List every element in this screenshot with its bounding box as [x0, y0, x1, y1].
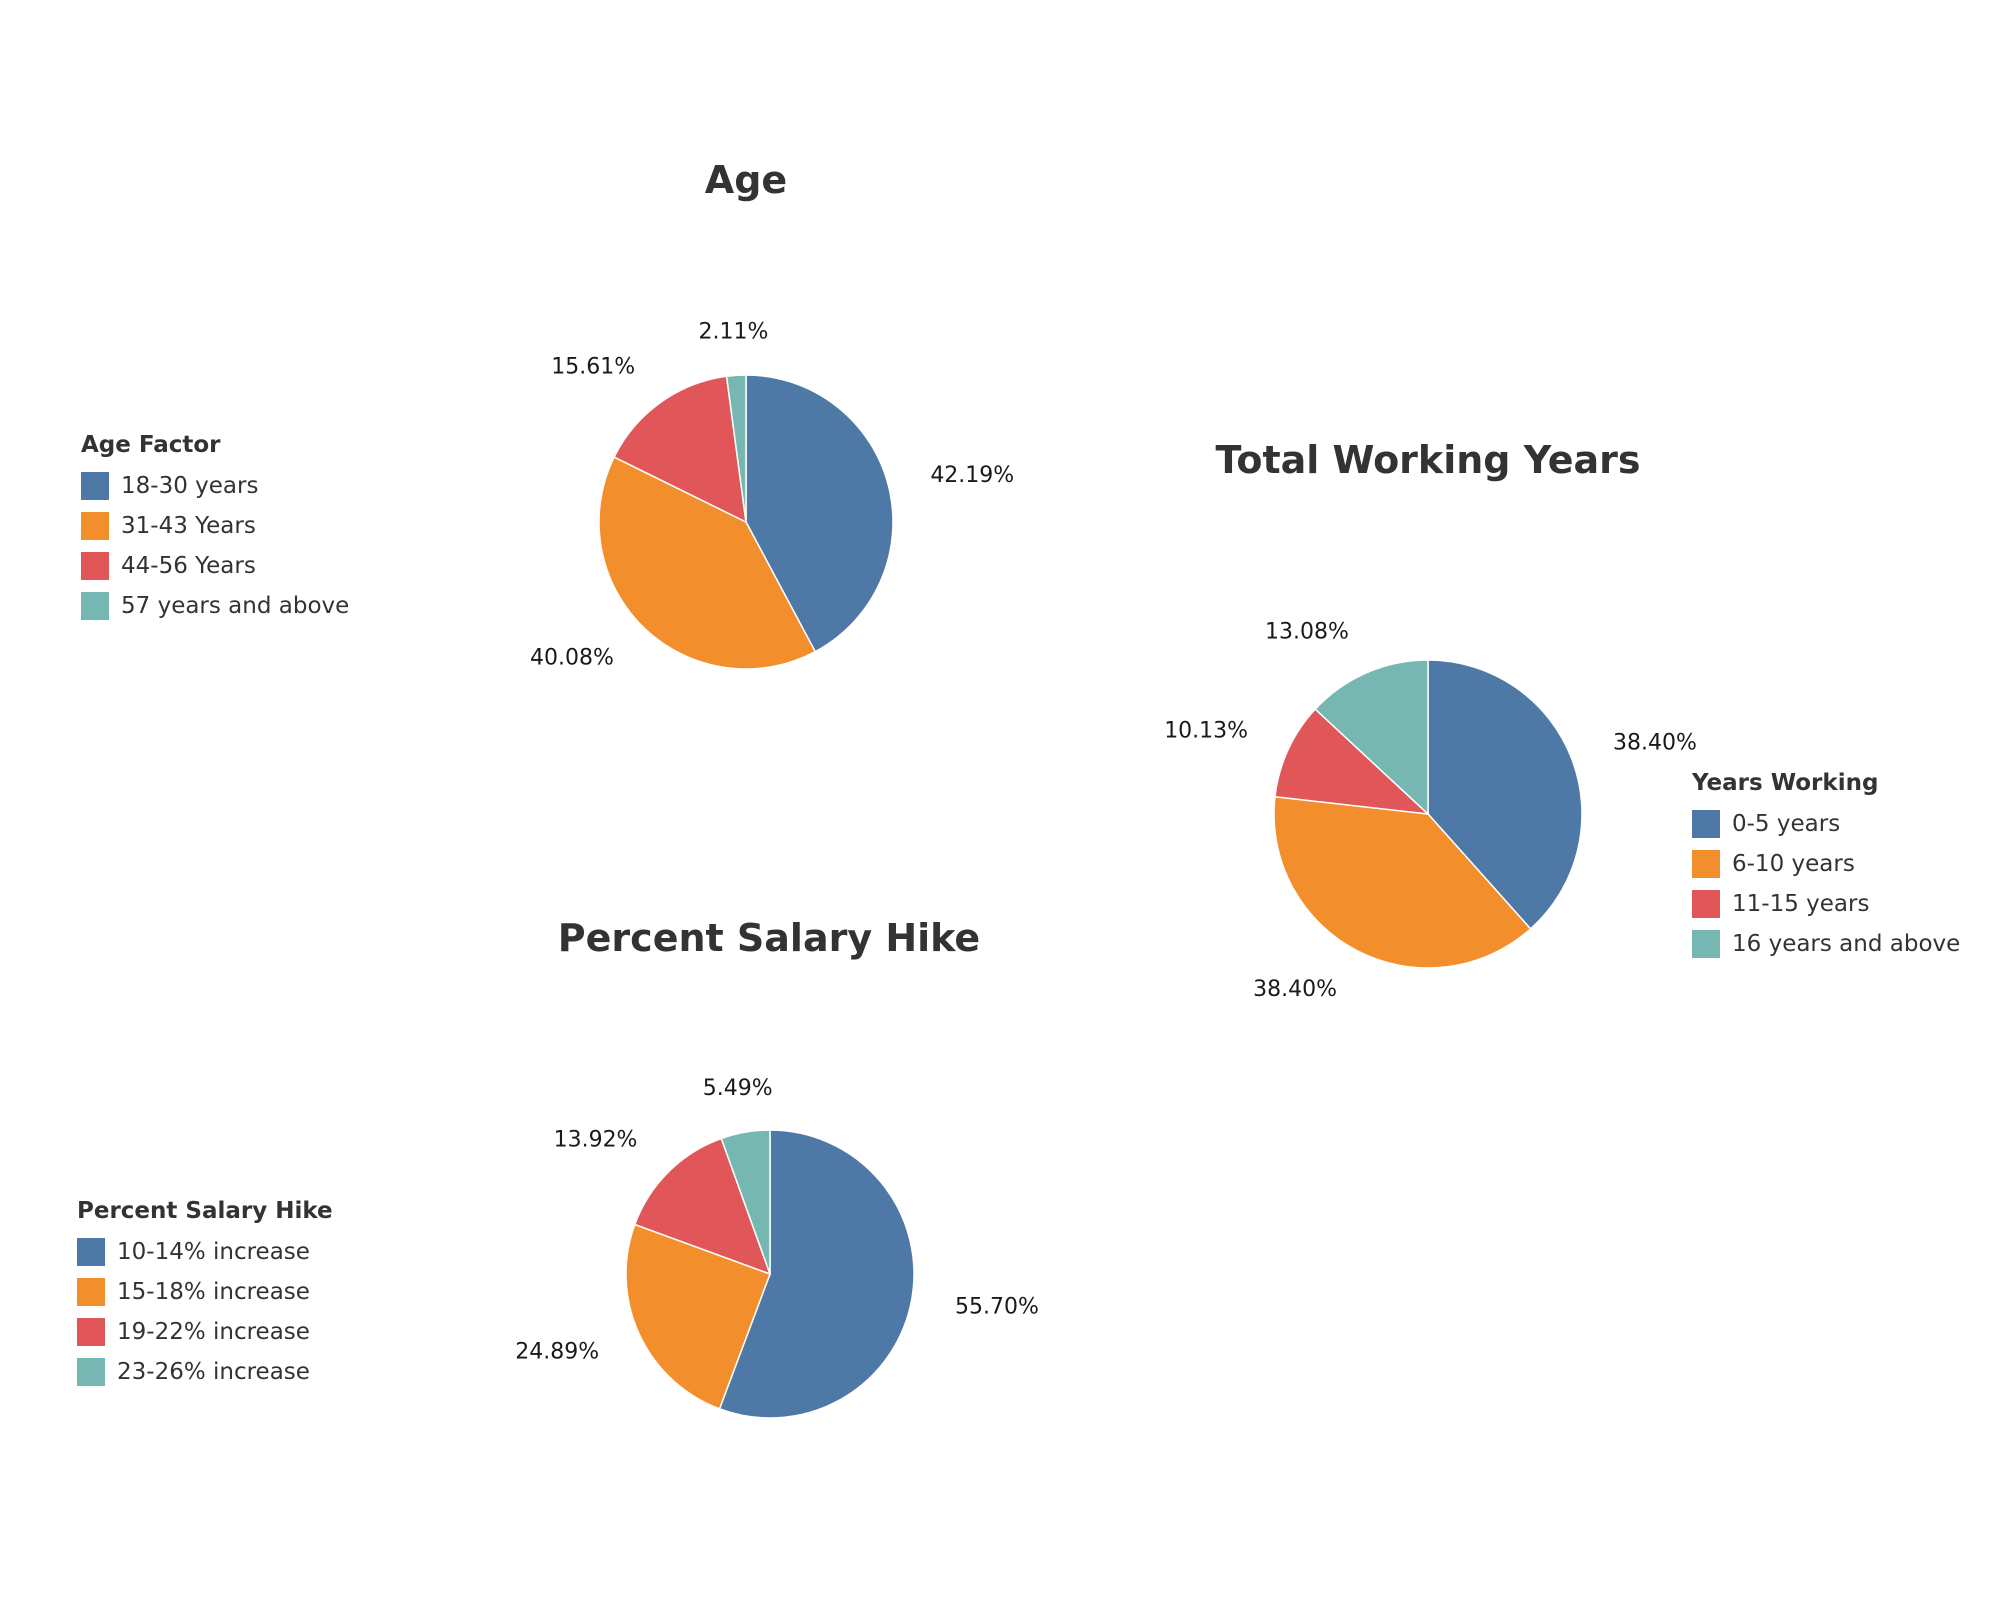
salary-pie: 55.70% 24.89% 13.92% 5.49% [515, 1076, 1039, 1419]
working-legend-item-11-15[interactable]: 11-15 years [1692, 884, 1960, 924]
salary-legend-item-15-18[interactable]: 15-18% increase [77, 1272, 333, 1312]
working-legend-item-6-10[interactable]: 6-10 years [1692, 844, 1960, 884]
age-chart-title: Age [704, 158, 788, 202]
working-legend-swatch-11-15 [1692, 890, 1720, 918]
salary-legend-swatch-10-14 [77, 1238, 105, 1266]
working-legend-swatch-6-10 [1692, 850, 1720, 878]
working-pie: 38.40% 38.40% 10.13% 13.08% [1164, 619, 1697, 1001]
age-legend-label-44-56: 44-56 Years [121, 553, 256, 579]
age-slice-44-56-years[interactable] [613, 375, 747, 524]
working-slice-11-15-years[interactable] [1274, 708, 1431, 816]
salary-legend-label-15-18: 15-18% increase [117, 1279, 310, 1305]
salary-legend-swatch-15-18 [77, 1278, 105, 1306]
age-legend-item-57-above[interactable]: 57 years and above [81, 586, 349, 626]
salary-legend-item-10-14[interactable]: 10-14% increase [77, 1232, 333, 1272]
salary-legend-item-23-26[interactable]: 23-26% increase [77, 1352, 333, 1392]
working-slice-label-0-5-years: 38.40% [1613, 730, 1697, 755]
working-slice-label-6-10-years: 38.40% [1253, 977, 1337, 1002]
salary-legend-swatch-23-26 [77, 1358, 105, 1386]
age-pie: 42.19% 40.08% 15.61% 2.11% [530, 319, 1014, 670]
working-legend-swatch-0-5 [1692, 810, 1720, 838]
salary-legend-label-23-26: 23-26% increase [117, 1359, 310, 1385]
age-legend-swatch-44-56 [81, 552, 109, 580]
working-years-legend: Years Working 0-5 years 6-10 years 11-15… [1692, 770, 1960, 964]
age-legend-label-57-above: 57 years and above [121, 593, 350, 619]
salary-slice-label-10-14pct-increase: 55.70% [955, 1294, 1039, 1319]
working-legend-swatch-16-above [1692, 930, 1720, 958]
age-legend: Age Factor 18-30 years 31-43 Years 44-56… [81, 432, 349, 626]
age-legend-title: Age Factor [81, 432, 221, 458]
working-legend-label-16-above: 16 years and above [1732, 931, 1961, 957]
salary-slice-10-14pct-increase[interactable] [718, 1129, 915, 1419]
salary-slice-15-18pct-increase[interactable] [625, 1223, 771, 1410]
age-legend-label-18-30: 18-30 years [121, 473, 259, 499]
age-legend-item-31-43[interactable]: 31-43 Years [81, 506, 349, 546]
working-slice-label-11-15-years: 10.13% [1164, 718, 1248, 743]
working-slice-0-5-years[interactable] [1427, 659, 1583, 930]
salary-legend-swatch-19-22 [77, 1318, 105, 1346]
salary-legend-item-19-22[interactable]: 19-22% increase [77, 1312, 333, 1352]
age-slice-18-30-years[interactable] [745, 374, 894, 653]
age-slice-label-57-years-and-above: 2.11% [698, 319, 768, 344]
age-slice-57-years-and-above[interactable] [725, 374, 747, 523]
age-slice-label-31-43-years: 40.08% [530, 646, 614, 671]
working-years-legend-title: Years Working [1692, 770, 1879, 796]
working-legend-label-6-10: 6-10 years [1732, 851, 1855, 877]
salary-hike-chart-title: Percent Salary Hike [557, 916, 981, 960]
salary-hike-legend-title: Percent Salary Hike [77, 1198, 333, 1224]
salary-slice-19-22pct-increase[interactable] [633, 1137, 772, 1276]
salary-legend-label-19-22: 19-22% increase [117, 1319, 310, 1345]
age-legend-swatch-57-above [81, 592, 109, 620]
age-legend-label-31-43: 31-43 Years [121, 513, 256, 539]
age-slice-31-43-years[interactable] [598, 456, 817, 670]
working-legend-label-0-5: 0-5 years [1732, 811, 1841, 837]
age-legend-item-18-30[interactable]: 18-30 years [81, 466, 349, 506]
salary-slice-23-26pct-increase[interactable] [720, 1129, 771, 1275]
working-slice-16-years-and-above[interactable] [1314, 659, 1429, 816]
age-legend-swatch-18-30 [81, 472, 109, 500]
salary-slice-label-15-18pct-increase: 24.89% [515, 1339, 599, 1364]
age-legend-item-44-56[interactable]: 44-56 Years [81, 546, 349, 586]
working-legend-item-16-above[interactable]: 16 years and above [1692, 924, 1960, 964]
salary-slice-label-23-26pct-increase: 5.49% [703, 1076, 773, 1101]
age-slice-label-18-30-years: 42.19% [930, 463, 1014, 488]
age-legend-swatch-31-43 [81, 512, 109, 540]
working-slice-label-16-years-and-above: 13.08% [1265, 619, 1349, 644]
age-slice-label-44-56-years: 15.61% [551, 355, 635, 380]
working-slice-6-10-years[interactable] [1273, 795, 1532, 969]
working-legend-label-11-15: 11-15 years [1732, 891, 1870, 917]
working-years-chart-title: Total Working Years [1215, 438, 1641, 482]
salary-slice-label-19-22pct-increase: 13.92% [554, 1128, 638, 1153]
salary-hike-legend: Percent Salary Hike 10-14% increase 15-1… [77, 1198, 333, 1392]
working-legend-item-0-5[interactable]: 0-5 years [1692, 804, 1960, 844]
salary-legend-label-10-14: 10-14% increase [117, 1239, 310, 1265]
